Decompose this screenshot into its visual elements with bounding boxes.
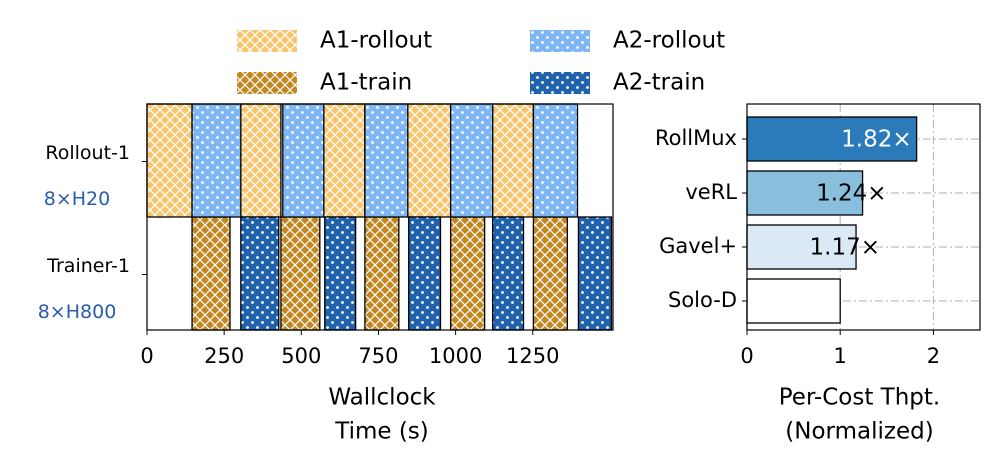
legend-label: A2-rollout: [613, 28, 725, 54]
y-tick-label: RollMux: [655, 126, 737, 150]
segment: [240, 216, 280, 331]
x-tick-label: 0: [140, 344, 153, 368]
y-tick-sublabel: 8×H20: [44, 188, 110, 210]
plot-frame: [146, 103, 614, 331]
segment: [240, 103, 282, 218]
y-tick-sublabel: 8×H800: [38, 301, 117, 323]
segment: [491, 103, 535, 218]
segment: [324, 216, 357, 331]
y-tick-label: Rollout-1: [45, 142, 130, 164]
segment: [323, 103, 366, 218]
value-label: 1.82×: [841, 127, 911, 153]
legend-swatch: [237, 72, 297, 94]
x-axis-label: Wallclock: [328, 385, 436, 411]
x-tick-label: 1250: [506, 344, 559, 368]
legend-label: A1-rollout: [320, 28, 432, 54]
segment: [532, 103, 579, 218]
bar: [746, 278, 841, 324]
x-tick-label: 2: [927, 344, 940, 368]
x-axis-label: Time (s): [334, 419, 429, 445]
value-label: 1.17×: [810, 235, 880, 261]
segment: [408, 216, 442, 331]
segment: [407, 103, 452, 218]
legend-swatch: [530, 30, 590, 52]
x-tick-label: 0: [740, 344, 753, 368]
segment: [280, 216, 321, 331]
segment: [146, 103, 193, 218]
segment: [532, 216, 568, 331]
legend-label: A1-train: [320, 70, 412, 96]
segment: [364, 216, 400, 331]
legend-swatch: [237, 30, 297, 52]
segment: [364, 103, 409, 218]
x-tick-label: 1000: [429, 344, 482, 368]
y-tick-label: Gavel+: [659, 234, 737, 258]
x-tick-label: 1: [834, 344, 847, 368]
x-axis-label: (Normalized): [785, 419, 933, 445]
y-tick-label: Solo-D: [668, 288, 737, 312]
value-label: 1.24×: [816, 181, 886, 207]
legend-swatch: [530, 72, 590, 94]
bar: [746, 224, 857, 270]
x-tick-label: 750: [358, 344, 398, 368]
x-axis-label: Per-Cost Thpt.: [779, 385, 940, 411]
x-tick-label: 250: [204, 344, 244, 368]
y-tick-label: Trainer-1: [46, 255, 130, 277]
bar: [746, 116, 918, 162]
x-tick-label: 500: [281, 344, 321, 368]
segment: [191, 216, 231, 331]
y-tick-label: veRL: [685, 180, 737, 204]
segment: [191, 103, 242, 218]
segment: [577, 216, 613, 331]
legend-label: A2-train: [613, 70, 705, 96]
segment: [282, 103, 325, 218]
plot-frame: [746, 103, 981, 331]
segment: [450, 216, 486, 331]
bar: [746, 170, 864, 216]
segment: [450, 103, 494, 218]
segment: [491, 216, 525, 331]
